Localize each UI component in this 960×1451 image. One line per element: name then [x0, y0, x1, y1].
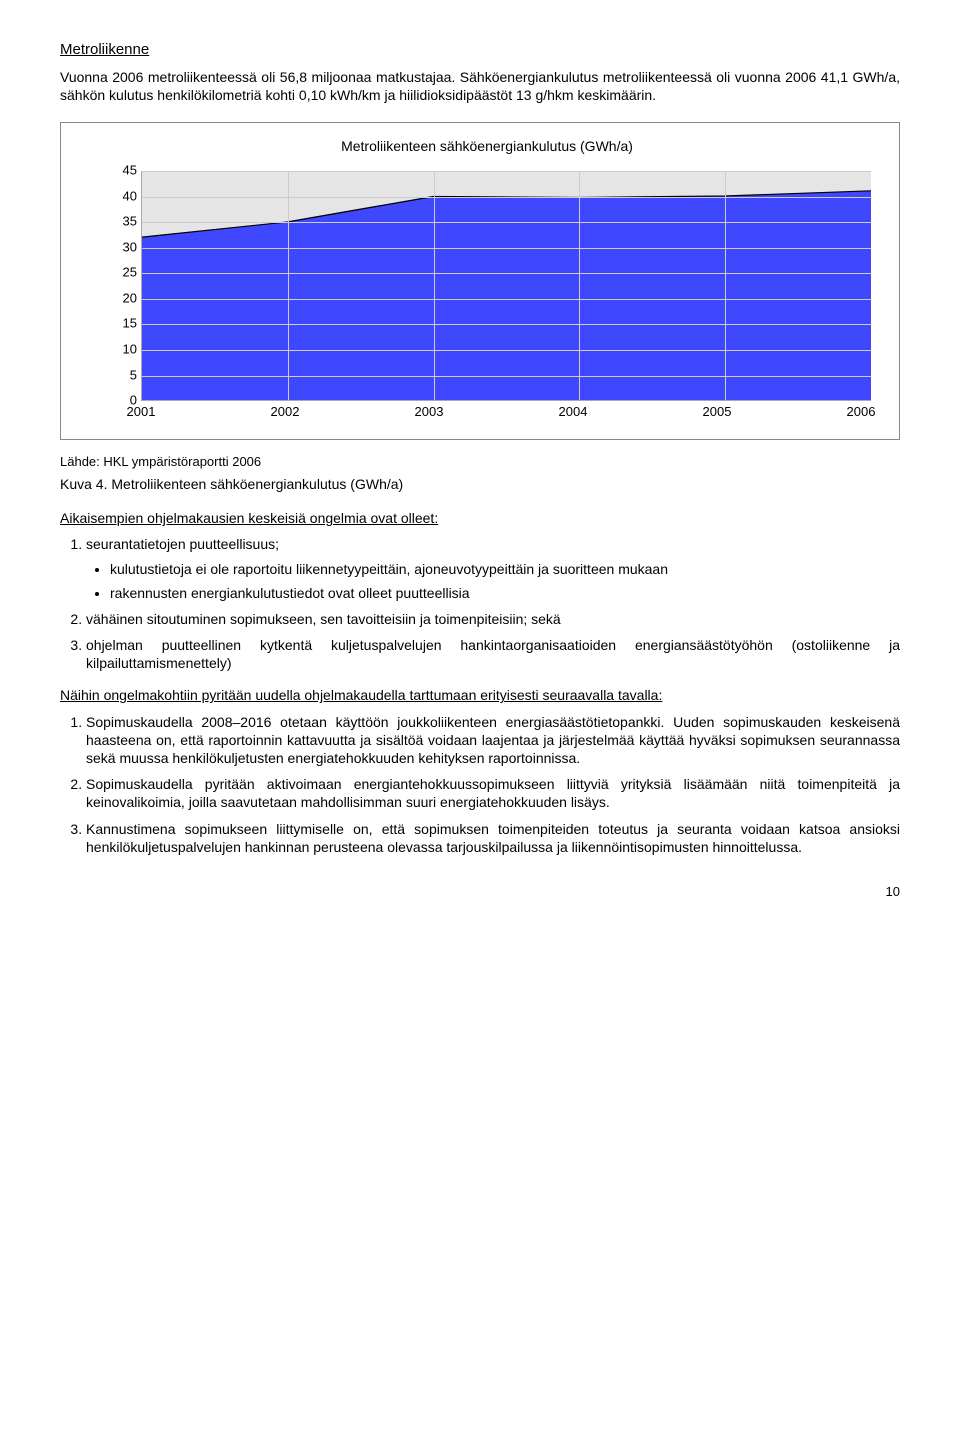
page-number: 10: [60, 884, 900, 901]
figure-text: Metroliikenteen sähköenergiankulutus (GW…: [107, 476, 403, 492]
y-axis-label: 35: [123, 214, 137, 231]
solution-item-3: Kannustimena sopimukseen liittymiselle o…: [86, 820, 900, 856]
problem-1-bullet-2: rakennusten energiankulutustiedot ovat o…: [110, 584, 900, 602]
y-axis-label: 10: [123, 341, 137, 358]
x-axis-label: 2005: [703, 404, 732, 421]
chart-area: 0510152025303540452001200220032004200520…: [113, 171, 871, 431]
y-axis-label: 5: [130, 367, 137, 384]
problem-item-3: ohjelman puutteellinen kytkentä kuljetus…: [86, 636, 900, 672]
subhead-problems: Aikaisempien ohjelmakausien keskeisiä on…: [60, 509, 900, 527]
y-axis-label: 45: [123, 163, 137, 180]
chart-source: Lähde: HKL ympäristöraportti 2006: [60, 454, 900, 471]
x-axis-label: 2002: [271, 404, 300, 421]
solution-item-1: Sopimuskaudella 2008–2016 otetaan käyttö…: [86, 713, 900, 768]
solutions-list: Sopimuskaudella 2008–2016 otetaan käyttö…: [60, 713, 900, 856]
y-axis-label: 20: [123, 290, 137, 307]
problem-1-bullet-1: kulutustietoja ei ole raportoitu liikenn…: [110, 560, 900, 578]
chart-title: Metroliikenteen sähköenergiankulutus (GW…: [93, 137, 881, 155]
problem-1-bullets: kulutustietoja ei ole raportoitu liikenn…: [86, 560, 900, 602]
chart-container: Metroliikenteen sähköenergiankulutus (GW…: [60, 122, 900, 440]
y-axis-label: 25: [123, 265, 137, 282]
figure-label: Kuva 4.: [60, 476, 107, 492]
problems-list: seurantatietojen puutteellisuus; kulutus…: [60, 535, 900, 672]
solution-item-2: Sopimuskaudella pyritään aktivoimaan ene…: [86, 775, 900, 811]
chart-plot: [141, 171, 871, 401]
x-axis-label: 2003: [415, 404, 444, 421]
problem-1-text: seurantatietojen puutteellisuus;: [86, 536, 279, 552]
area-chart-svg: [142, 171, 871, 400]
y-axis-label: 40: [123, 188, 137, 205]
subhead-solutions: Näihin ongelmakohtiin pyritään uudella o…: [60, 686, 900, 704]
section-title: Metroliikenne: [60, 40, 900, 60]
y-axis-label: 15: [123, 316, 137, 333]
x-axis-label: 2006: [847, 404, 876, 421]
x-axis-label: 2001: [127, 404, 156, 421]
x-axis-label: 2004: [559, 404, 588, 421]
figure-caption: Kuva 4. Metroliikenteen sähköenergiankul…: [60, 475, 900, 493]
y-axis-label: 30: [123, 239, 137, 256]
problem-item-1: seurantatietojen puutteellisuus; kulutus…: [86, 535, 900, 602]
intro-paragraph: Vuonna 2006 metroliikenteessä oli 56,8 m…: [60, 68, 900, 104]
problem-item-2: vähäinen sitoutuminen sopimukseen, sen t…: [86, 610, 900, 628]
